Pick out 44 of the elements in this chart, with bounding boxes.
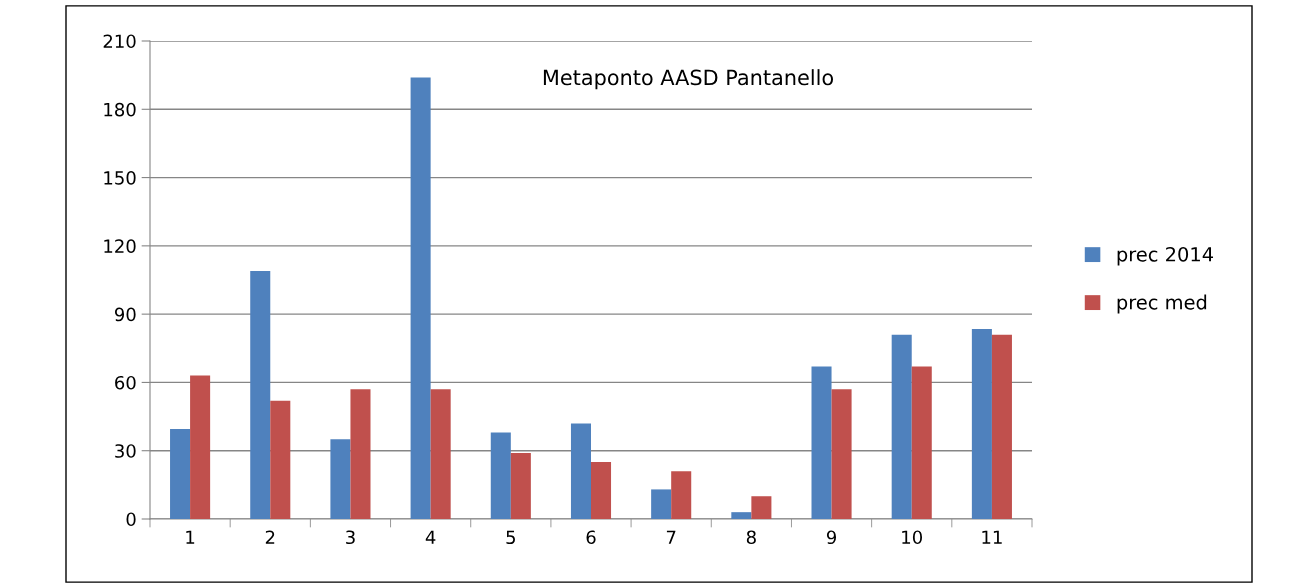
bar [330, 439, 351, 519]
bar [430, 389, 451, 519]
bar [591, 462, 612, 519]
bar [811, 366, 832, 519]
x-tick-label: 9 [826, 530, 837, 545]
text: Metaponto AASD Pantanello [543, 69, 834, 90]
x-tick-label: 8 [746, 530, 756, 545]
bar [991, 334, 1012, 519]
bar [350, 389, 371, 519]
bar [671, 471, 692, 519]
bar [170, 429, 191, 519]
bar [751, 496, 772, 519]
y-tick-label: 210 [103, 34, 136, 49]
bar [911, 366, 932, 519]
y-tick-label: 30 [115, 444, 136, 458]
legend-label: prec med [1117, 294, 1207, 314]
y-tick-label: 60 [115, 375, 136, 390]
bar [490, 432, 511, 519]
bar [831, 389, 852, 519]
x-tick-label: 6 [586, 530, 596, 545]
x-tick-label: 2 [265, 530, 275, 544]
y-tick-label: 0 [126, 512, 136, 527]
y-tick-label: 120 [104, 239, 136, 253]
legend-label: prec 2014 [1117, 246, 1214, 266]
x-tick-label: 4 [425, 530, 436, 544]
bar [510, 452, 531, 519]
y-tick-label: 150 [104, 171, 136, 185]
bar [250, 270, 271, 519]
x-tick-label: 3 [346, 530, 355, 545]
x-tick-label: 5 [506, 530, 515, 545]
bar [891, 334, 912, 519]
bar [270, 400, 291, 519]
bar [410, 77, 431, 519]
bar [731, 512, 752, 519]
x-tick-label: 11 [982, 530, 1002, 544]
x-tick-label: 7 [666, 530, 676, 544]
bar [570, 423, 591, 519]
bar [651, 489, 672, 519]
y-tick-label: 180 [104, 102, 136, 117]
y-tick-label: 90 [114, 307, 136, 322]
bar [190, 375, 211, 519]
x-tick-label: 10 [902, 530, 923, 545]
bar [971, 328, 992, 519]
x-tick-label: 1 [186, 530, 195, 544]
